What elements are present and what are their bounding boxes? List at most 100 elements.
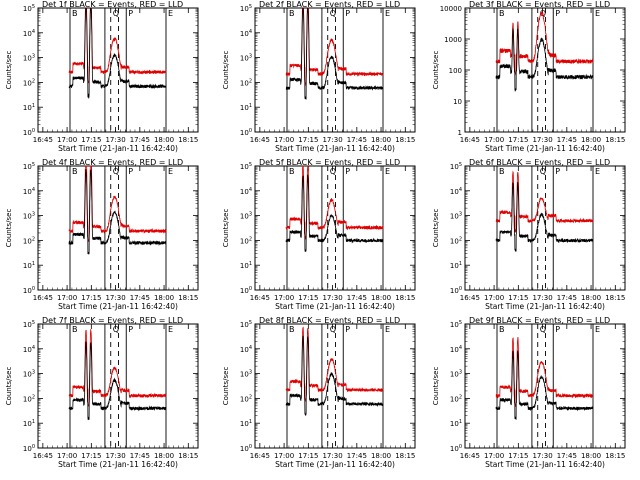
y-tick-label: 105 — [450, 162, 462, 171]
y-tick-label: 104 — [450, 187, 462, 196]
region-label: E — [595, 9, 600, 18]
x-tick-label: 18:00 — [371, 136, 391, 144]
x-tick-label: 17:30 — [105, 136, 125, 144]
lld-series-line — [285, 326, 384, 402]
panel-title: Det 9f BLACK = Events, RED = LLD — [469, 316, 610, 325]
lld-series-line — [68, 7, 167, 84]
y-tick-label: 102 — [23, 236, 35, 245]
region-label: E — [168, 167, 173, 176]
region-label: E — [595, 325, 600, 334]
region-label: E — [385, 9, 390, 18]
y-tick-label: 101 — [23, 419, 35, 428]
events-series-line — [495, 182, 594, 252]
region-label: E — [385, 167, 390, 176]
x-tick-label: 17:45 — [130, 294, 150, 302]
events-series-line — [285, 7, 384, 100]
lld-series-line — [68, 329, 167, 407]
x-tick-label: 16:45 — [33, 294, 53, 302]
lld-series-line — [68, 165, 167, 242]
x-tick-label: 17:00 — [274, 452, 294, 460]
x-tick-label: 18:15 — [395, 136, 415, 144]
x-tick-label: 17:30 — [105, 294, 125, 302]
x-tick-label: 17:45 — [557, 452, 577, 460]
region-label: P — [345, 167, 350, 176]
events-series-line — [68, 7, 167, 100]
region-label: E — [168, 325, 173, 334]
panel-2: Det 2f BLACK = Events, RED = LLD 100 101 10… — [222, 0, 416, 153]
y-tick-label: 104 — [240, 345, 252, 354]
x-tick-label: 17:15 — [298, 452, 318, 460]
panel-title: Det 2f BLACK = Events, RED = LLD — [259, 0, 400, 9]
region-label: E — [385, 325, 390, 334]
y-axis-label: Counts/sec — [222, 367, 230, 406]
region-label: Q — [113, 9, 119, 18]
y-tick-label: 10 — [453, 98, 462, 106]
y-axis-label: Counts/sec — [222, 51, 230, 90]
x-axis-label: Start Time (21-Jan-11 16:42:40) — [58, 144, 178, 153]
y-tick-label: 105 — [450, 320, 462, 329]
x-tick-label: 17:45 — [557, 294, 577, 302]
x-tick-label: 17:15 — [298, 136, 318, 144]
y-tick-label: 104 — [450, 345, 462, 354]
x-tick-label: 18:15 — [178, 452, 198, 460]
x-tick-label: 17:45 — [347, 452, 367, 460]
events-series-line — [285, 335, 384, 417]
y-tick-label: 102 — [450, 394, 462, 403]
y-tick-label: 104 — [23, 345, 35, 354]
x-tick-label: 16:45 — [33, 136, 53, 144]
y-tick-label: 102 — [450, 236, 462, 245]
region-label: B — [499, 9, 505, 18]
x-tick-label: 16:45 — [33, 452, 53, 460]
x-tick-label: 17:30 — [532, 452, 552, 460]
region-label: P — [345, 9, 350, 18]
panel-title: Det 4f BLACK = Events, RED = LLD — [42, 158, 183, 167]
x-tick-label: 17:15 — [81, 136, 101, 144]
x-tick-label: 17:45 — [347, 294, 367, 302]
y-tick-label: 105 — [23, 320, 35, 329]
panel-3: Det 3f BLACK = Events, RED = LLD 1 10 100 10… — [432, 0, 626, 153]
region-label: Q — [330, 167, 336, 176]
x-tick-label: 16:45 — [460, 136, 480, 144]
region-label: Q — [540, 167, 546, 176]
x-tick-label: 17:30 — [322, 452, 342, 460]
y-axis-label: Counts/sec — [5, 367, 13, 406]
y-tick-label: 100 — [23, 444, 35, 453]
x-tick-label: 17:30 — [532, 136, 552, 144]
y-tick-label: 104 — [23, 29, 35, 38]
y-axis-label: Counts/sec — [432, 51, 440, 90]
panel-1: Det 1f BLACK = Events, RED = LLD 100 101 10… — [5, 0, 199, 153]
x-axis-label: Start Time (21-Jan-11 16:42:40) — [485, 460, 605, 469]
panel-title: Det 7f BLACK = Events, RED = LLD — [42, 316, 183, 325]
x-tick-label: 17:15 — [81, 294, 101, 302]
y-tick-label: 105 — [240, 162, 252, 171]
y-tick-label: 103 — [450, 212, 462, 221]
x-tick-label: 17:00 — [57, 136, 77, 144]
y-tick-label: 104 — [240, 187, 252, 196]
x-tick-label: 18:00 — [371, 452, 391, 460]
region-label: P — [555, 9, 560, 18]
y-tick-label: 101 — [240, 419, 252, 428]
x-axis-label: Start Time (21-Jan-11 16:42:40) — [485, 144, 605, 153]
x-tick-label: 18:00 — [581, 136, 601, 144]
x-tick-label: 17:00 — [484, 452, 504, 460]
x-tick-label: 17:30 — [322, 136, 342, 144]
y-tick-label: 101 — [240, 103, 252, 112]
region-label: Q — [540, 325, 546, 334]
plot-frame — [254, 165, 416, 291]
y-tick-label: 10000 — [440, 5, 462, 13]
x-tick-label: 17:30 — [322, 294, 342, 302]
events-series-line — [68, 169, 167, 255]
y-tick-label: 100 — [23, 128, 35, 137]
y-tick-label: 102 — [240, 394, 252, 403]
y-tick-label: 101 — [23, 261, 35, 270]
y-axis-label: Counts/sec — [222, 209, 230, 248]
y-tick-label: 103 — [240, 54, 252, 63]
lld-series-line — [495, 337, 594, 407]
region-label: P — [128, 9, 133, 18]
x-tick-label: 17:00 — [57, 294, 77, 302]
x-tick-label: 18:15 — [395, 452, 415, 460]
x-tick-label: 17:00 — [484, 136, 504, 144]
x-tick-label: 18:00 — [154, 294, 174, 302]
events-series-line — [285, 174, 384, 252]
y-tick-label: 105 — [240, 4, 252, 13]
